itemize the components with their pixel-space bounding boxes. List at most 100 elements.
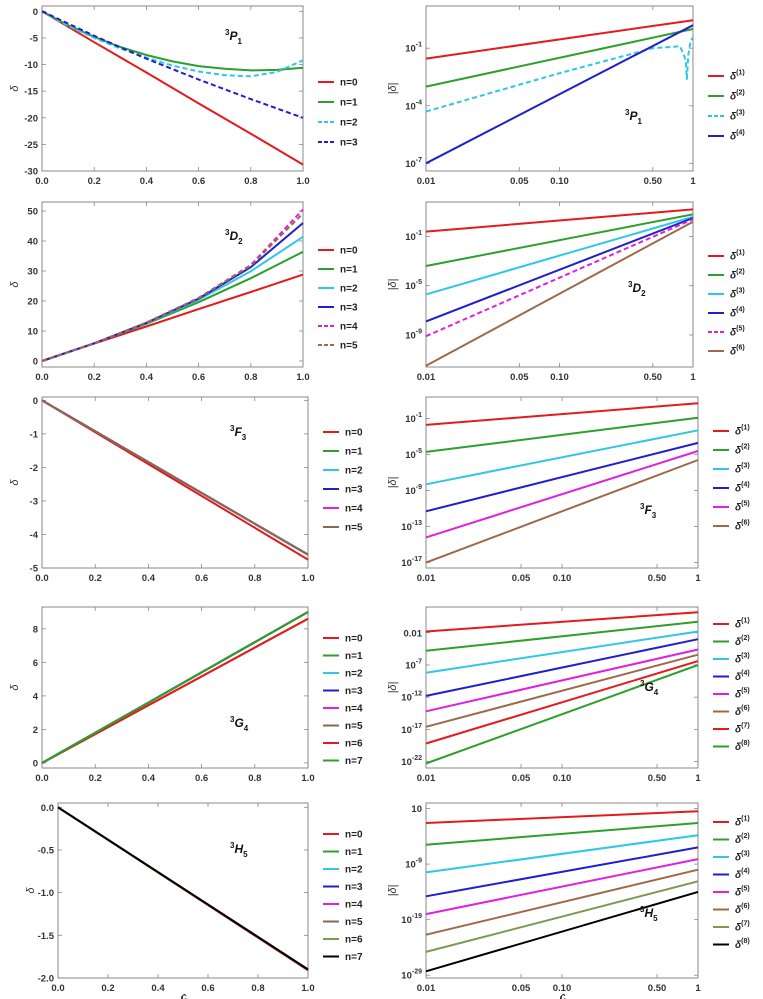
legend-label-0: n=0 — [345, 830, 363, 841]
annotation-letter: P — [629, 109, 638, 123]
x-tick-label: 0.8 — [248, 573, 261, 584]
series-line-2 — [425, 215, 694, 296]
series-line-3 — [425, 846, 699, 898]
x-tick-label: 0.0 — [51, 983, 64, 994]
legend-symbol: δ — [730, 309, 737, 320]
series-line-2 — [41, 10, 304, 78]
annotation-superscript: 3 — [230, 841, 235, 850]
series-line-5 — [425, 868, 699, 936]
legend-symbol: δ — [730, 290, 737, 301]
y-tick-label: 0.01 — [404, 628, 423, 639]
legend-label-7: n=7 — [345, 756, 363, 767]
y-tick-label: 10 — [27, 327, 38, 338]
legend-order: (2) — [741, 635, 750, 642]
y-tick-label: 10-9 — [405, 484, 422, 497]
y-axis-label: |δ| — [387, 884, 399, 896]
legend-label-3: n=3 — [345, 485, 363, 496]
legend-label-4: δ(5) — [730, 326, 745, 339]
annotation-superscript: 3 — [640, 905, 645, 914]
y-tick-label: 10-9 — [405, 328, 422, 341]
y-tick-exponent: -17 — [412, 723, 422, 730]
legend-label-1: δ(2) — [735, 444, 750, 457]
series-line-3 — [425, 217, 694, 323]
legend-order: (3) — [741, 653, 750, 660]
legend-label-7: n=7 — [345, 952, 363, 963]
y-tick-base: 10 — [405, 660, 416, 671]
y-tick-label: 20 — [27, 297, 38, 308]
annotation-subscript: 4 — [244, 724, 249, 733]
legend-order: (5) — [741, 886, 750, 893]
y-tick-exponent: -1 — [416, 230, 422, 237]
x-tick-label: 0.10 — [553, 983, 572, 994]
legend-symbol: δ — [735, 620, 742, 631]
legend-order: (4) — [736, 307, 745, 314]
legend-symbol: δ — [730, 132, 737, 143]
y-tick-label: -3 — [30, 496, 38, 507]
x-tick-label: 0.50 — [648, 983, 667, 994]
legend-label-0: δ(1) — [735, 618, 750, 631]
y-tick-base: 10 — [401, 725, 412, 736]
annotation-superscript: 3 — [640, 679, 645, 688]
plot-frame — [41, 606, 309, 769]
series-line-1 — [41, 10, 304, 72]
x-tick-label: 0.05 — [510, 176, 529, 187]
x-tick-label: 1.0 — [296, 372, 309, 383]
panel-annotation: 3D2 — [225, 228, 243, 246]
legend-order: (1) — [741, 425, 750, 432]
legend-order: (5) — [741, 688, 750, 695]
y-tick-label: -2.0 — [38, 974, 54, 985]
series-line-1 — [425, 620, 699, 652]
legend-order: (8) — [741, 938, 750, 945]
x-tick-label: 0.6 — [195, 573, 208, 584]
y-tick-label: 10-1 — [405, 42, 422, 55]
annotation-subscript: 2 — [238, 237, 243, 246]
x-tick-label: 0.50 — [644, 176, 663, 187]
legend-label-7: δ(8) — [735, 938, 750, 951]
series-line-5 — [425, 653, 699, 728]
y-tick-label: 2 — [33, 725, 38, 736]
x-tick-label: 0.50 — [648, 773, 667, 784]
y-tick-exponent: -17 — [412, 556, 422, 563]
y-tick-exponent: -9 — [416, 858, 422, 865]
legend-label-4: δ(5) — [735, 688, 750, 701]
panel-annotation: 3F3 — [640, 502, 657, 520]
y-tick-exponent: -5 — [416, 279, 422, 286]
legend-symbol: δ — [735, 888, 742, 899]
chart-p1b: 0.01 0.05 0.10 0.50 110-710-410-1|δ|3P1δ(1)δ… — [387, 5, 745, 187]
x-tick-label: 0.4 — [142, 573, 156, 584]
series-line-1 — [425, 28, 694, 88]
y-axis-label: δ — [9, 85, 21, 92]
annotation-subscript: 4 — [654, 688, 659, 697]
legend-symbol: δ — [735, 484, 742, 495]
legend-label-1: n=1 — [345, 651, 363, 662]
series-line-0 — [41, 10, 304, 166]
legend-order: (2) — [736, 90, 745, 97]
panel-annotation: 3H5 — [640, 905, 658, 923]
legend-order: (2) — [741, 444, 750, 451]
legend-label-0: n=0 — [345, 428, 363, 439]
x-tick-label: 0.8 — [251, 983, 264, 994]
y-tick-label: 8 — [33, 624, 38, 635]
y-tick-exponent: -22 — [412, 755, 422, 762]
legend-order: (2) — [736, 269, 745, 276]
y-tick-label: 10-17 — [401, 723, 422, 736]
legend-label-4: n=4 — [340, 322, 358, 333]
legend-label-0: n=0 — [345, 634, 363, 645]
y-tick-label: -1.0 — [38, 888, 54, 899]
legend-order: (3) — [741, 851, 750, 858]
y-axis-label: |δ| — [387, 82, 399, 94]
series-line-3 — [41, 222, 304, 362]
legend-label-3: δ(4) — [735, 482, 750, 495]
legend-label-1: δ(2) — [735, 635, 750, 648]
y-tick-base: 10 — [401, 971, 412, 982]
y-tick-label: -25 — [24, 140, 38, 151]
x-tick-label: 0.50 — [648, 573, 667, 584]
y-tick-label: -20 — [24, 113, 38, 124]
legend-symbol: δ — [735, 446, 742, 457]
legend-label-2: δ(3) — [735, 463, 750, 476]
legend-label-6: n=6 — [345, 935, 363, 946]
legend-order: (5) — [741, 501, 750, 508]
x-tick-label: 1 — [695, 573, 701, 584]
x-tick-label: 0.6 — [192, 176, 205, 187]
y-tick-base: 10 — [405, 486, 416, 497]
